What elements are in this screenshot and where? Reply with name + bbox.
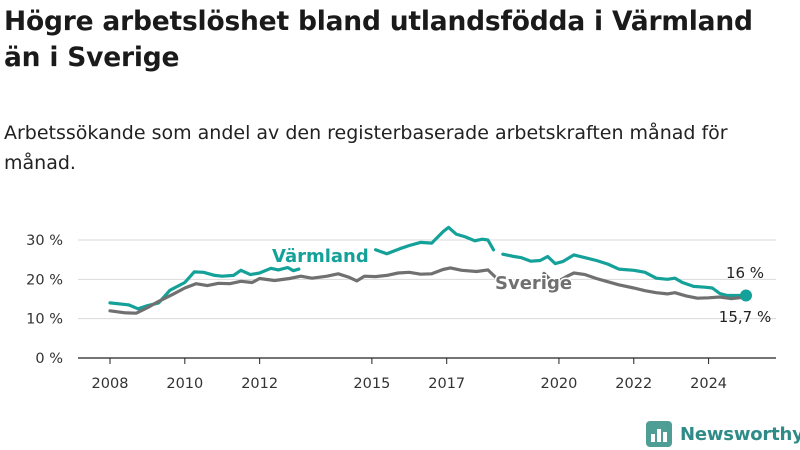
bar-chart-logo-icon [646,421,672,447]
chart-subtitle: Arbetssökande som andel av den registerb… [4,122,728,174]
chart-labels: Värmland Sverige 16 % 15,7 % [271,245,772,327]
x-tick-label: 2008 [92,376,129,392]
series-label-sverige: Sverige [495,273,572,294]
series-end-marker [740,289,752,302]
end-value-label-sverige: 15,7 % [719,308,771,326]
y-tick-label: 30 % [26,233,63,249]
series-label-varmland: Värmland [272,246,369,267]
series-line-värmland [108,265,301,311]
y-tick-label: 10 % [26,312,63,328]
brand-name: Newsworthy [680,423,800,445]
x-tick-label: 2017 [428,376,465,392]
axes: 0 % 10 % 20 % 30 % 2008 2010 2012 2015 2017 2020 2… [26,233,776,392]
series-lines [108,225,752,315]
x-tick-label: 2022 [615,376,652,392]
series-line-värmland [501,252,748,298]
series-line-sverige [108,266,497,315]
x-tick-label: 2012 [241,376,278,392]
x-tick-label: 2015 [353,376,390,392]
series-line-värmland [374,225,496,256]
end-value-label-varmland: 16 % [726,264,764,282]
y-tick-label: 0 % [35,351,63,367]
x-tick-label: 2020 [540,376,577,392]
x-tick-label: 2024 [690,376,727,392]
brand-logo: Newsworthy [646,420,800,448]
x-tick-label: 2010 [166,376,203,392]
chart-title: Högre arbetslöshet bland utlandsfödda i … [4,6,753,73]
y-tick-label: 20 % [26,272,63,288]
series-line-sverige [542,271,748,301]
